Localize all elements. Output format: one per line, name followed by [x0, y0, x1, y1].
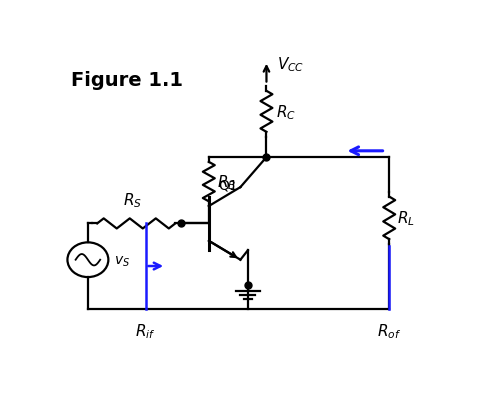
Text: $R_C$: $R_C$	[276, 103, 296, 121]
Text: $R_S$: $R_S$	[123, 191, 142, 210]
Text: $V_{CC}$: $V_{CC}$	[277, 56, 304, 74]
Text: $R_L$: $R_L$	[397, 209, 415, 228]
Text: $R_{if}$: $R_{if}$	[135, 321, 156, 340]
Text: $v_S$: $v_S$	[114, 254, 130, 269]
Text: $R_B$: $R_B$	[217, 173, 236, 191]
Text: Figure 1.1: Figure 1.1	[71, 71, 183, 90]
Text: Q1: Q1	[218, 178, 238, 192]
Text: $R_{of}$: $R_{of}$	[377, 321, 401, 340]
